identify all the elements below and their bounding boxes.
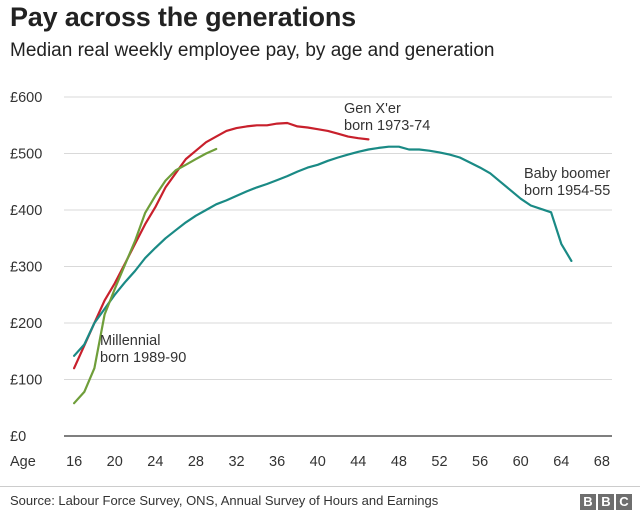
x-tick-label: 48 — [391, 454, 407, 470]
x-tick-label: 52 — [431, 454, 447, 470]
x-tick-label: 32 — [228, 454, 244, 470]
x-tick-label: 36 — [269, 454, 285, 470]
footer-divider — [0, 486, 640, 487]
x-tick-label: 20 — [107, 454, 123, 470]
bbc-logo: B B C — [580, 494, 632, 510]
y-tick-label: £100 — [10, 373, 42, 389]
x-tick-label: 60 — [513, 454, 529, 470]
y-tick-label: £600 — [10, 90, 42, 106]
series-label-1: born 1954-55 — [524, 183, 610, 199]
series-line-2 — [73, 147, 218, 405]
y-tick-label: £400 — [10, 203, 42, 219]
x-axis-label: Age — [10, 454, 36, 470]
x-tick-label: 28 — [188, 454, 204, 470]
x-axis-ticks: Age 16 20 24 28 32 36 40 44 48 52 56 60 64 68 — [10, 454, 610, 470]
source-note: Source: Labour Force Survey, ONS, Annual… — [10, 493, 439, 508]
series-line-1 — [73, 145, 573, 357]
series-lines — [73, 121, 573, 405]
chart-subtitle: Median real weekly employee pay, by age … — [10, 40, 495, 61]
series-label-0: born 1973-74 — [344, 118, 430, 134]
series-label-2: Millennial — [100, 333, 160, 349]
y-tick-label: £0 — [10, 429, 26, 445]
series-label-2: born 1989-90 — [100, 350, 186, 366]
logo-letter: C — [616, 494, 632, 510]
logo-letter: B — [580, 494, 596, 510]
y-tick-label: £500 — [10, 147, 42, 163]
x-tick-label: 24 — [147, 454, 163, 470]
x-tick-label: 16 — [66, 454, 82, 470]
chart-title: Pay across the generations — [10, 2, 356, 32]
y-axis-ticks: £0 £100 £200 £300 £400 £500 £600 — [10, 90, 42, 445]
gridlines — [64, 96, 612, 437]
x-tick-label: 56 — [472, 454, 488, 470]
series-label-0: Gen X'er — [344, 101, 401, 117]
x-tick-label: 64 — [553, 454, 569, 470]
x-tick-label: 44 — [350, 454, 366, 470]
series-label-1: Baby boomer — [524, 166, 610, 182]
logo-letter: B — [598, 494, 614, 510]
series-line-0 — [73, 121, 370, 370]
x-tick-label: 68 — [594, 454, 610, 470]
y-tick-label: £200 — [10, 316, 42, 332]
x-tick-label: 40 — [310, 454, 326, 470]
y-tick-label: £300 — [10, 260, 42, 276]
